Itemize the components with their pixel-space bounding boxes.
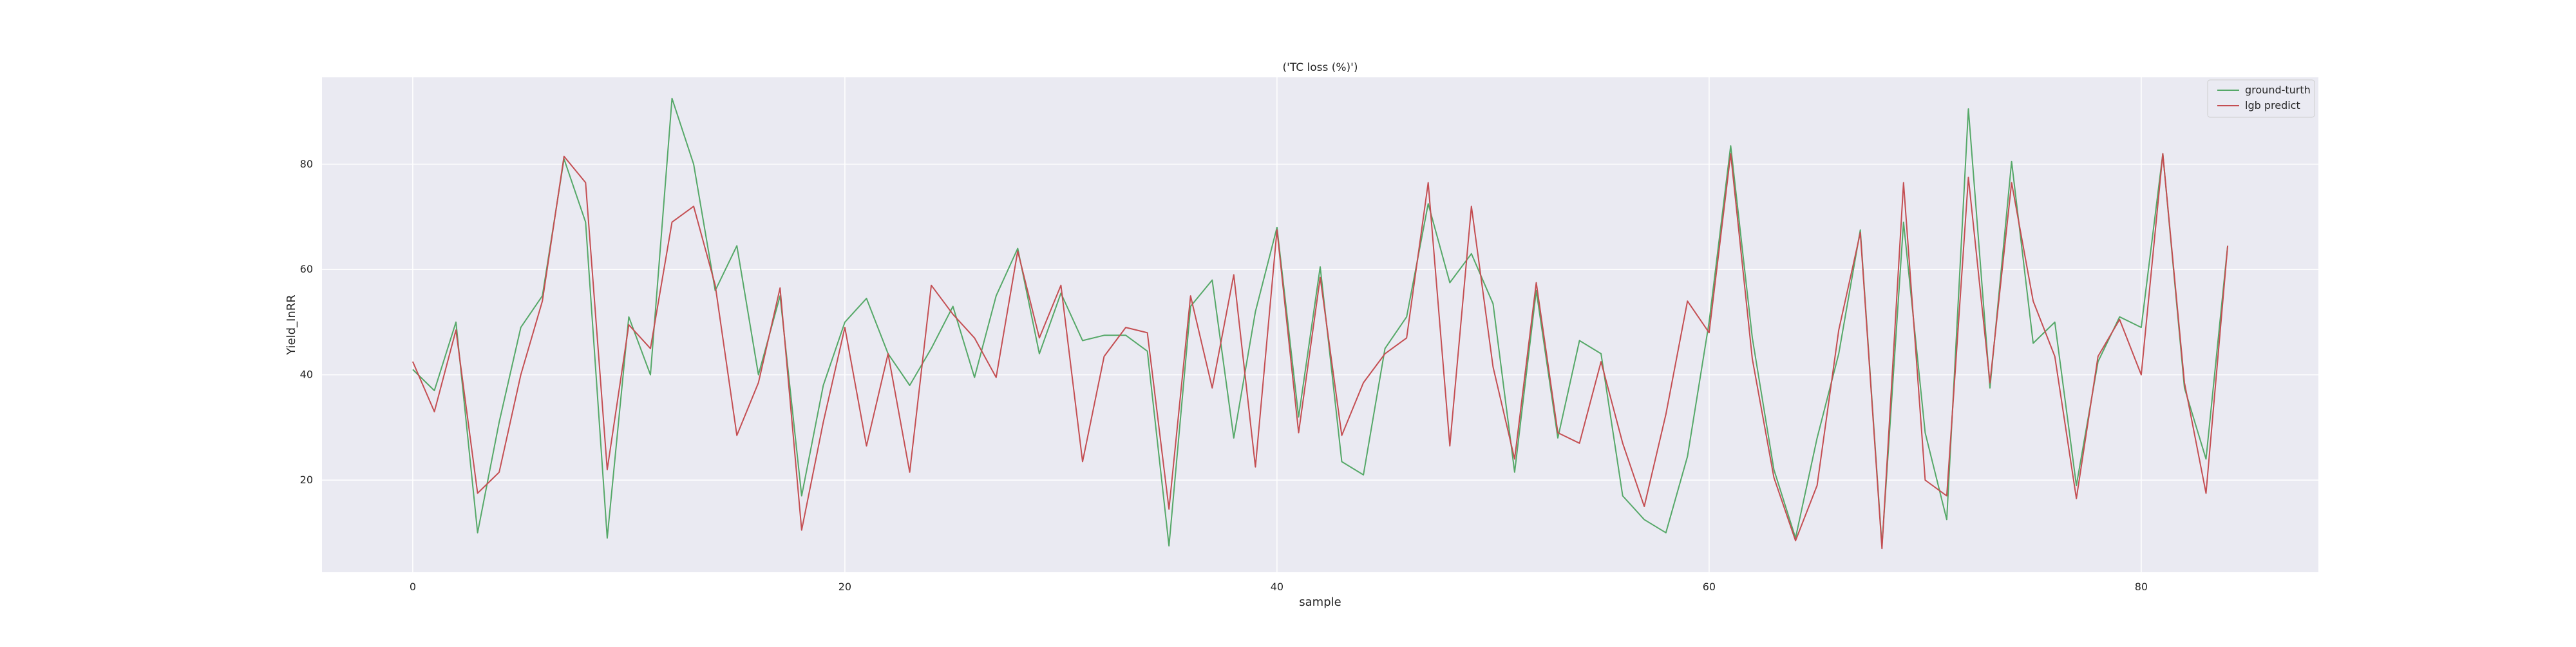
legend-label-ground-truth: ground-turth	[2245, 84, 2311, 96]
x-tick-label: 60	[1703, 581, 1716, 593]
y-tick-label: 20	[300, 474, 313, 486]
y-axis-label: Yield_InRR	[285, 295, 298, 356]
x-axis-label: sample	[1299, 595, 1341, 609]
x-tick-label: 0	[410, 581, 416, 593]
y-tick-label: 40	[300, 369, 313, 381]
tick-labels: 0 20 40 60 80 20 40 60 80	[300, 158, 2148, 593]
x-tick-label: 20	[838, 581, 851, 593]
chart-title: ('TC loss (%)')	[1283, 61, 1358, 74]
legend-label-lgb-predict: lgb predict	[2245, 99, 2300, 111]
y-tick-label: 80	[300, 158, 313, 170]
x-tick-label: 40	[1271, 581, 1283, 593]
y-tick-label: 60	[300, 263, 313, 275]
x-tick-label: 80	[2135, 581, 2148, 593]
series-line-ground-truth	[412, 97, 2229, 547]
series-lines	[412, 97, 2229, 550]
plot-area-background	[322, 77, 2318, 572]
series-line-lgb-predict	[412, 153, 2229, 550]
legend-box	[2207, 79, 2315, 118]
legend: ground-turth lgb predict	[2207, 79, 2315, 118]
